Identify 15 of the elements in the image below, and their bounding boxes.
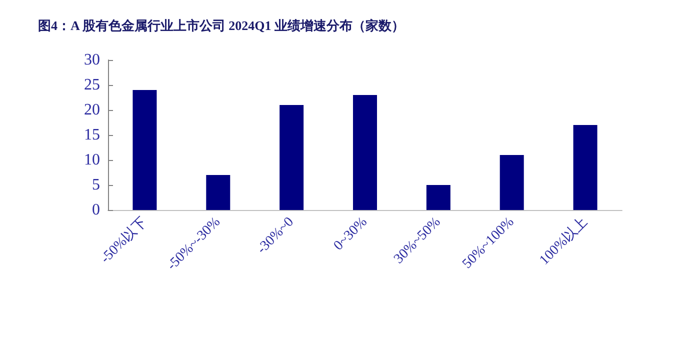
bar: [132, 90, 157, 210]
bar: [573, 125, 598, 210]
bar: [353, 95, 377, 210]
bar: [206, 175, 230, 210]
chart-title: 图4：A 股有色金属行业上市公司 2024Q1 业绩增速分布（家数）: [38, 18, 405, 33]
y-tick-label: 25: [84, 76, 100, 94]
bar: [500, 155, 524, 210]
bar: [280, 105, 304, 210]
y-tick-label: 5: [92, 176, 100, 194]
y-tick-label: 10: [84, 152, 100, 168]
y-tick-label: 15: [84, 126, 100, 144]
y-tick-label: 20: [84, 102, 100, 118]
y-tick-label: 30: [84, 52, 100, 68]
y-tick-label: 0: [92, 202, 100, 218]
bar: [426, 185, 450, 210]
